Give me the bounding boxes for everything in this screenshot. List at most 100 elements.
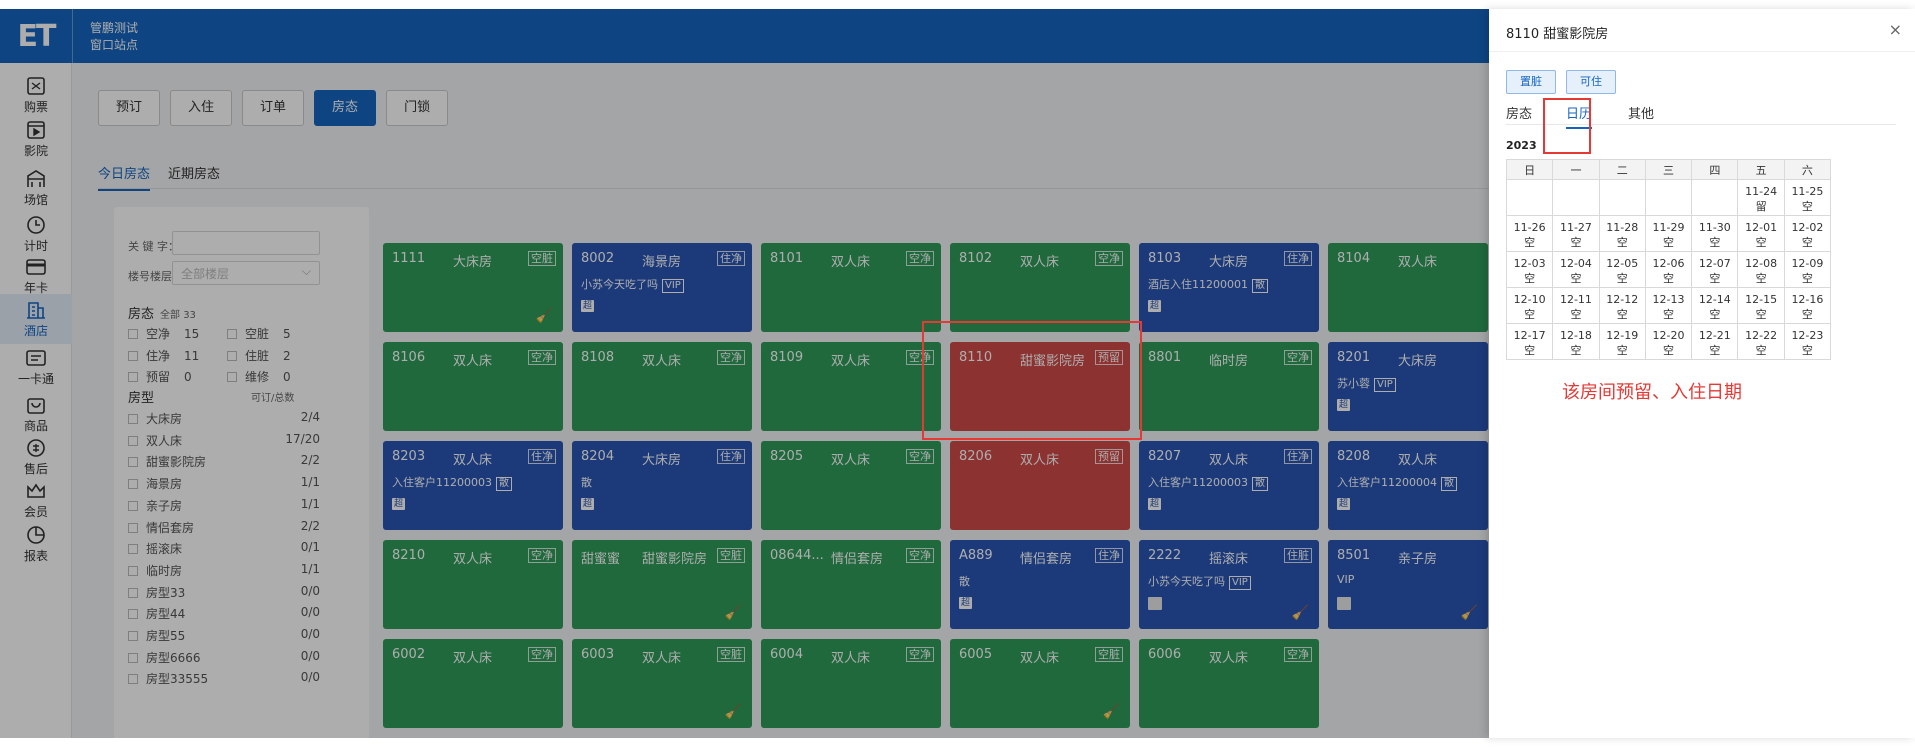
sidebar-item-annual[interactable]: 年卡 bbox=[0, 257, 72, 296]
status-checkbox[interactable]: 空净 15 bbox=[128, 325, 199, 342]
calendar-day-cell[interactable]: 11-29 空 bbox=[1644, 215, 1693, 252]
room-card[interactable]: 6004 双人床 空净 bbox=[761, 639, 941, 728]
room-card[interactable]: 8201大床房住苏小蓉VIP超 bbox=[1328, 342, 1488, 431]
room-card[interactable]: 8106 双人床 空净 bbox=[383, 342, 563, 431]
sidebar-item-cinema[interactable]: 影院 bbox=[0, 120, 72, 159]
site-switcher[interactable]: 管鹏测试 窗口站点 bbox=[72, 9, 138, 63]
calendar-day-cell[interactable] bbox=[1598, 179, 1646, 216]
sidebar-item-venue[interactable]: 场馆 bbox=[0, 169, 72, 208]
orders-button[interactable]: 订单 bbox=[242, 90, 305, 126]
available-button[interactable]: 可住 bbox=[1566, 70, 1616, 94]
room-card[interactable]: A889 情侣套房 住净散超 bbox=[950, 540, 1130, 629]
calendar-day-cell[interactable]: 12-23 空 bbox=[1783, 323, 1832, 360]
sidebar-item-onecard[interactable]: 一卡通 bbox=[0, 348, 72, 387]
calendar-day-cell[interactable] bbox=[1691, 179, 1739, 216]
calendar-day-cell[interactable] bbox=[1505, 179, 1554, 216]
room-status-button[interactable]: 房态 bbox=[314, 90, 377, 126]
calendar-day-cell[interactable]: 12-04 空 bbox=[1552, 251, 1600, 288]
calendar-day-cell[interactable]: 12-05 空 bbox=[1598, 251, 1646, 288]
room-card[interactable]: 8210 双人床 空净 bbox=[383, 540, 563, 629]
room-type-checkbox[interactable]: 亲子房 1/1 bbox=[128, 497, 320, 514]
close-icon[interactable]: × bbox=[1888, 20, 1902, 39]
sidebar-item-timing[interactable]: 计时 bbox=[0, 215, 72, 254]
room-card[interactable]: 8110 甜蜜影院房 预留 bbox=[950, 342, 1130, 431]
room-card[interactable]: 8205 双人床 空净 bbox=[761, 441, 941, 530]
status-checkbox[interactable]: 维修 0 bbox=[227, 368, 291, 385]
door-lock-button[interactable]: 门锁 bbox=[386, 90, 449, 126]
room-card[interactable]: 8501亲子房住VIP🧹 bbox=[1328, 540, 1488, 629]
tab-calendar[interactable]: 日历 bbox=[1566, 103, 1593, 129]
room-card[interactable]: 甜蜜蜜 甜蜜影院房 空脏 🧹 bbox=[572, 540, 752, 629]
room-card[interactable]: 6003 双人床 空脏 🧹 bbox=[572, 639, 752, 728]
room-card[interactable]: 8207 双人床 住净 入住客户11200003 散超 bbox=[1139, 441, 1319, 530]
room-type-checkbox[interactable]: 房型33555 0/0 bbox=[128, 670, 320, 687]
sidebar-item-reports[interactable]: 报表 bbox=[0, 525, 72, 564]
calendar-day-cell[interactable]: 11-30 空 bbox=[1691, 215, 1739, 252]
room-type-checkbox[interactable]: 摇滚床 0/1 bbox=[128, 540, 320, 557]
status-checkbox[interactable]: 空脏 5 bbox=[227, 325, 291, 342]
calendar-day-cell[interactable]: 12-10 空 bbox=[1505, 287, 1554, 324]
room-type-checkbox[interactable]: 大床房 2/4 bbox=[128, 410, 320, 427]
keyword-input[interactable] bbox=[172, 231, 320, 255]
room-card[interactable]: 8002 海景房 住净 小苏今天吃了吗 VIP 超 bbox=[572, 243, 752, 332]
checkin-button[interactable]: 入住 bbox=[170, 90, 233, 126]
calendar-day-cell[interactable]: 12-19 空 bbox=[1598, 323, 1646, 360]
sidebar-item-goods[interactable]: 商品 bbox=[0, 395, 72, 434]
calendar-day-cell[interactable]: 12-13 空 bbox=[1644, 287, 1693, 324]
room-card[interactable]: 8109 双人床 空净 bbox=[761, 342, 941, 431]
room-type-checkbox[interactable]: 房型44 0/0 bbox=[128, 605, 320, 622]
room-type-checkbox[interactable]: 情侣套房 2/2 bbox=[128, 519, 320, 536]
floor-select[interactable]: 全部楼层 ⌵ bbox=[172, 261, 320, 285]
room-card[interactable]: 8203 双人床 住净 入住客户11200003 散超 bbox=[383, 441, 563, 530]
tab-today-status[interactable]: 今日房态 bbox=[98, 163, 151, 191]
calendar-day-cell[interactable] bbox=[1644, 179, 1693, 216]
room-card[interactable]: 8206 双人床 预留 bbox=[950, 441, 1130, 530]
room-card[interactable]: 08644... 情侣套房 空净 bbox=[761, 540, 941, 629]
calendar-day-cell[interactable]: 12-15 空 bbox=[1737, 287, 1785, 324]
room-card[interactable]: 8108 双人床 空净 bbox=[572, 342, 752, 431]
calendar-day-cell[interactable]: 12-21 空 bbox=[1691, 323, 1739, 360]
room-card[interactable]: 8101 双人床 空净 bbox=[761, 243, 941, 332]
calendar-day-cell[interactable]: 11-26 空 bbox=[1505, 215, 1554, 252]
calendar-day-cell[interactable]: 12-03 空 bbox=[1505, 251, 1554, 288]
room-card[interactable]: 8102 双人床 空净 bbox=[950, 243, 1130, 332]
room-card[interactable]: 6006 双人床 空净 bbox=[1139, 639, 1319, 728]
status-checkbox[interactable]: 住净 11 bbox=[128, 347, 199, 364]
tab-other[interactable]: 其他 bbox=[1628, 107, 1655, 122]
calendar-day-cell[interactable]: 11-27 空 bbox=[1552, 215, 1600, 252]
room-type-checkbox[interactable]: 双人床 17/20 bbox=[128, 432, 320, 449]
room-card[interactable]: 6002 双人床 空净 bbox=[383, 639, 563, 728]
reserve-button[interactable]: 预订 bbox=[98, 90, 161, 126]
tab-upcoming-status[interactable]: 近期房态 bbox=[168, 167, 221, 182]
mark-dirty-button[interactable]: 置脏 bbox=[1506, 70, 1556, 94]
calendar-day-cell[interactable]: 12-22 空 bbox=[1737, 323, 1785, 360]
calendar-day-cell[interactable]: 12-07 空 bbox=[1691, 251, 1739, 288]
calendar-day-cell[interactable]: 12-06 空 bbox=[1644, 251, 1693, 288]
room-type-checkbox[interactable]: 海景房 1/1 bbox=[128, 475, 320, 492]
calendar-day-cell[interactable]: 12-08 空 bbox=[1737, 251, 1785, 288]
status-checkbox[interactable]: 住脏 2 bbox=[227, 347, 291, 364]
room-card[interactable]: 2222 摇滚床 住脏 小苏今天吃了吗 VIP 🧹 bbox=[1139, 540, 1319, 629]
sidebar-item-aftersale[interactable]: 售后 bbox=[0, 438, 72, 477]
sidebar-item-tickets[interactable]: 购票 bbox=[0, 76, 72, 115]
calendar-day-cell[interactable]: 12-01 空 bbox=[1737, 215, 1785, 252]
calendar-day-cell[interactable]: 12-02 空 bbox=[1783, 215, 1832, 252]
room-card[interactable]: 1111 大床房 空脏 🧹 bbox=[383, 243, 563, 332]
calendar-day-cell[interactable]: 12-17 空 bbox=[1505, 323, 1554, 360]
calendar-day-cell[interactable]: 12-14 空 bbox=[1691, 287, 1739, 324]
calendar-day-cell[interactable]: 11-24 留 bbox=[1737, 179, 1785, 216]
calendar-day-cell[interactable]: 12-16 空 bbox=[1783, 287, 1832, 324]
sidebar-item-member[interactable]: 会员 bbox=[0, 481, 72, 520]
calendar-day-cell[interactable]: 12-11 空 bbox=[1552, 287, 1600, 324]
room-type-checkbox[interactable]: 临时房 1/1 bbox=[128, 562, 320, 579]
calendar-day-cell[interactable]: 11-25 空 bbox=[1783, 179, 1832, 216]
room-card[interactable]: 6005 双人床 空脏 🧹 bbox=[950, 639, 1130, 728]
room-card[interactable]: 8103 大床房 住净 酒店入住11200001 散超 bbox=[1139, 243, 1319, 332]
tab-room-status[interactable]: 房态 bbox=[1506, 107, 1533, 122]
calendar-day-cell[interactable]: 12-12 空 bbox=[1598, 287, 1646, 324]
modal-overlay[interactable] bbox=[0, 9, 1489, 738]
room-type-checkbox[interactable]: 房型33 0/0 bbox=[128, 584, 320, 601]
room-type-checkbox[interactable]: 甜蜜影院房 2/2 bbox=[128, 453, 320, 470]
sidebar-item-hotel[interactable]: 酒店 bbox=[0, 294, 72, 344]
status-checkbox[interactable]: 预留 0 bbox=[128, 368, 192, 385]
